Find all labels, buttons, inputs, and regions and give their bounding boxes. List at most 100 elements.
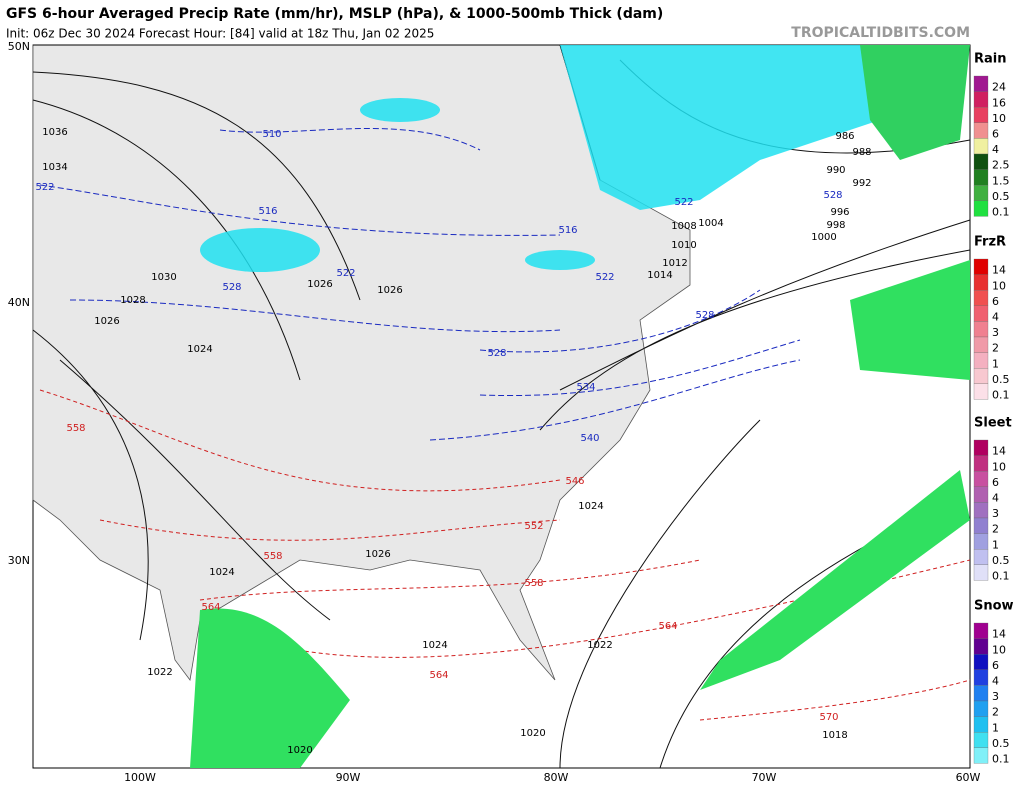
isobar-label: 1026 [307,279,332,290]
legend-swatch [973,321,989,338]
isobar-label: 1024 [209,567,234,578]
thickness-label: 546 [565,476,584,487]
isobar-label: 1026 [377,285,402,296]
isobar-label: 998 [826,220,845,231]
legend-label: 4 [992,143,999,156]
legend-label: 4 [992,311,999,324]
legend-swatch [973,517,989,534]
lon-label: 60W [956,771,981,784]
legend-swatch [973,352,989,369]
isobar-label: 1014 [647,270,672,281]
legend-label: 14 [992,264,1006,277]
legend-title: FrzR [974,235,1006,250]
legend-swatch [973,107,989,123]
title: GFS 6-hour Averaged Precip Rate (mm/hr),… [6,6,663,22]
thickness-label: 522 [595,272,614,283]
thickness-label: 528 [487,348,506,359]
legend-swatch [973,258,989,275]
legend-label: 1 [992,721,999,734]
legend-label: 0.1 [992,753,1010,766]
legend-swatch [973,75,989,92]
isobar-label: 1000 [811,232,836,243]
legend-swatch [973,471,989,487]
legend-swatch [973,169,989,186]
legend-label: 4 [992,675,999,688]
legend-swatch [973,290,989,306]
thickness-label: 558 [524,578,543,589]
legend-label: 1 [992,357,999,370]
legend-label: 6 [992,295,999,308]
legend-label: 6 [992,476,999,489]
legend-swatch [973,533,989,550]
legend-swatch [973,685,989,702]
legend-swatch [973,122,989,139]
legend-title: Sleet [974,416,1012,431]
isobar-label: 1008 [671,221,696,232]
legend-label: 1 [992,538,999,551]
legend-label: 3 [992,690,999,703]
legend-swatch [973,549,989,565]
legend-swatch [973,274,989,291]
thickness-label: 528 [695,310,714,321]
legend-swatch [973,439,989,456]
legend-label: 10 [992,460,1006,473]
lon-label: 90W [336,771,361,784]
isobar-label: 996 [830,207,849,218]
thickness-label: 510 [262,129,281,140]
thickness-label: 522 [336,268,355,279]
thickness-label: 570 [819,712,838,723]
legend-label: 0.1 [992,206,1010,219]
isobar-label: 1024 [422,640,447,651]
map [32,44,971,769]
isobar-label: 1026 [365,549,390,560]
isobar-label: 1022 [587,640,612,651]
legend-swatch [973,502,989,519]
legend-swatch [973,669,989,686]
isobar-label: 1024 [187,344,212,355]
legend-swatch [973,486,989,503]
thickness-label: 528 [823,190,842,201]
legend-label: 0.5 [992,554,1010,567]
subtitle: Init: 06z Dec 30 2024 Forecast Hour: [84… [6,27,434,41]
lat-label: 40N [8,296,30,309]
lon-label: 70W [752,771,777,784]
thickness-label: 516 [558,225,577,236]
isobar-label: 1020 [520,728,545,739]
isobar-label: 1034 [42,162,67,173]
legend-label: 2.5 [992,159,1010,172]
isobar-label: 1024 [578,501,603,512]
isobar-label: 992 [852,178,871,189]
legend-swatch [973,336,989,353]
legend-swatch [973,185,989,201]
legend-swatch [973,716,989,733]
thickness-label: 516 [258,206,277,217]
isobar-label: 1012 [662,258,687,269]
site-name: TROPICALTIDBITS.COM [791,25,970,41]
legend-title: Rain [974,52,1007,67]
legend-swatch [973,91,989,108]
legend-swatch [973,153,989,170]
legend-label: 1.5 [992,174,1010,187]
legend-label: 2 [992,706,999,719]
legend-label: 3 [992,326,999,339]
legend-swatch [973,305,989,322]
legend-label: 6 [992,659,999,672]
legend-swatch [973,564,989,581]
legend-swatch [973,747,989,764]
legend-swatch [973,622,989,639]
legend-label: 2 [992,342,999,355]
isobar-label: 1010 [671,240,696,251]
isobar-label: 986 [835,131,854,142]
legend-label: 14 [992,628,1006,641]
legend-swatch [973,368,989,384]
legend-swatch [973,700,989,717]
legend-swatch [973,383,989,400]
thickness-label: 564 [201,602,220,613]
legend-label: 24 [992,81,1006,94]
thickness-label: 564 [429,670,448,681]
lat-label: 30N [8,554,30,567]
thickness-label: 564 [658,621,677,632]
legend-swatch [973,732,989,748]
lat-label: 50N [8,40,30,53]
